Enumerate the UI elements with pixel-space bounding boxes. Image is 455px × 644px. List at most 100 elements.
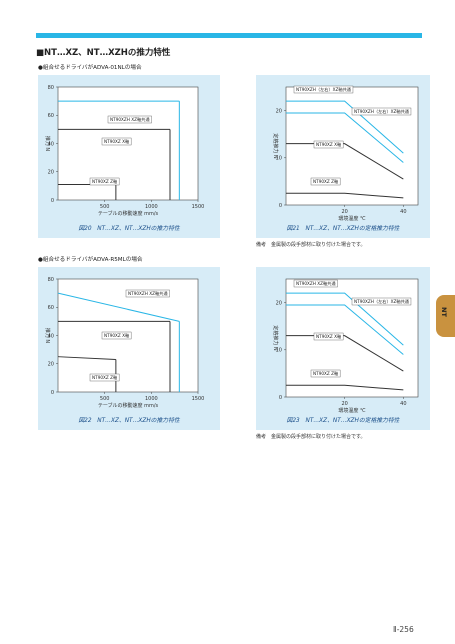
x-tick-label: 1000 xyxy=(145,204,158,210)
plot-area xyxy=(285,278,419,398)
chart-fig23: 0 10 20 20 40 環境温度 ℃ 定格推力 N NT90XZH XZ軸共通 NT90XZ… xyxy=(256,267,430,430)
series-label-box xyxy=(351,297,412,306)
series-line xyxy=(286,100,404,154)
series-label-text: NT90XZ X軸 xyxy=(104,332,129,339)
series-line xyxy=(57,356,116,361)
y-tick-label: 60 xyxy=(48,113,54,119)
chart-fig23-caption: 図23 NT…XZ、NT…XZHの定格推力特性 xyxy=(286,418,400,424)
y-tick-label: 20 xyxy=(276,108,282,114)
series-line xyxy=(286,335,404,372)
series-label: NT90XZH（左右）XZ軸共通 xyxy=(351,107,412,116)
y-tick-label: 60 xyxy=(48,305,54,311)
series-label: NT90XZH XZ軸共通 xyxy=(107,115,152,124)
series-label-box xyxy=(313,140,344,149)
series-label-box xyxy=(101,137,132,146)
series-label-box xyxy=(125,289,170,298)
x-tick-label: 1000 xyxy=(145,396,158,402)
series-label: NT90XZH（左右）XZ軸共通 xyxy=(351,297,412,306)
x-tick-label: 40 xyxy=(400,209,406,215)
section2-heading: ●組合せるドライバがADVA-R5MLの場合 xyxy=(38,257,143,263)
y-axis-label: 推力 N xyxy=(44,136,51,152)
y-axis-label: 推力 N xyxy=(44,328,51,344)
series-label-text: NT90XZ Z軸 xyxy=(313,370,338,377)
series-label: NT90XZ Z軸 xyxy=(89,373,120,382)
y-tick-label: 20 xyxy=(48,170,54,176)
series-label-box xyxy=(293,279,338,288)
x-tick-label: 20 xyxy=(341,209,347,215)
page-title: ■NT…XZ、NT…XZHの推力特性 xyxy=(36,48,171,58)
series-label: NT90XZH XZ軸共通 xyxy=(293,279,338,288)
section-tab xyxy=(436,295,455,337)
series-label: NT90XZ Z軸 xyxy=(310,177,341,186)
chart-fig20-caption: 図20 NT…XZ、NT…XZHの推力特性 xyxy=(78,226,180,232)
series-label-text: NT90XZH（左右）XZ軸共通 xyxy=(354,108,410,115)
series-line xyxy=(286,192,404,199)
series-label-text: NT90XZ X軸 xyxy=(316,333,341,340)
series-label-box xyxy=(310,369,341,378)
chart-fig21: 0 10 20 20 40 環境温度 ℃ 定格推力 N NT90XZH（左右）XZ軸共通 NT9… xyxy=(256,75,430,238)
series-label-text: NT90XZH（左右）XZ軸共通 xyxy=(354,298,410,305)
y-tick-label: 40 xyxy=(48,333,54,339)
chart-fig21-svg: 0 10 20 20 40 環境温度 ℃ 定格推力 N NT90XZH（左右）XZ軸共通 NT9… xyxy=(272,85,419,222)
series-label-text: NT90XZ X軸 xyxy=(316,141,341,148)
y-tick-label: 10 xyxy=(276,156,282,162)
series-line xyxy=(286,292,404,346)
chart-fig22-svg: 0 20 40 60 80 500 1000 1500 テーブルの移動速度 mm/s 推力 N NT… xyxy=(44,277,205,409)
chart-fig21-caption: 図21 NT…XZ、NT…XZHの定格推力特性 xyxy=(286,226,400,232)
page-number: Ⅱ-256 xyxy=(393,625,414,634)
chart-fig23-svg: 0 10 20 20 40 環境温度 ℃ 定格推力 N NT90XZH XZ軸共通 NT90XZ… xyxy=(272,278,419,414)
note-fig23: 備考 金属製の段手部材に取り付けた場合です。 xyxy=(256,434,366,440)
series-label-text: NT90XZ Z軸 xyxy=(92,178,117,185)
series-label: NT90XZ X軸 xyxy=(313,140,344,149)
series-label-text: NT90XZ Z軸 xyxy=(313,178,338,185)
series-label: NT90XZH（左右）XZ軸共通 xyxy=(293,85,354,94)
chart-fig22-caption: 図22 NT…XZ、NT…XZHの推力特性 xyxy=(78,418,180,424)
series-label-box xyxy=(293,85,354,94)
x-axis-label: テーブルの移動速度 mm/s xyxy=(98,402,159,409)
series-line xyxy=(286,143,404,180)
y-tick-label: 10 xyxy=(276,348,282,354)
series-line xyxy=(286,304,404,355)
y-tick-label: 0 xyxy=(279,203,282,209)
series-label-text: NT90XZH XZ軸共通 xyxy=(128,290,168,297)
series-label-box xyxy=(89,177,120,186)
top-accent-bar xyxy=(36,33,422,38)
note-fig21: 備考 金属製の段手部材に取り付けた場合です。 xyxy=(256,242,366,248)
series-label: NT90XZ X軸 xyxy=(101,331,132,340)
y-tick-label: 0 xyxy=(51,390,54,396)
series-label: NT90XZH XZ軸共通 xyxy=(125,289,170,298)
series-label-text: NT90XZH XZ軸共通 xyxy=(296,280,336,287)
x-tick-label: 500 xyxy=(100,204,110,210)
series-label-box xyxy=(351,107,412,116)
x-tick-label: 500 xyxy=(100,396,110,402)
series-label-box xyxy=(313,332,344,341)
series-label: NT90XZ Z軸 xyxy=(310,369,341,378)
series-line xyxy=(286,384,404,391)
series-label-text: NT90XZ Z軸 xyxy=(92,374,117,381)
chart-fig20: 0 20 40 60 80 500 1000 1500 テーブルの移動速度 mm/s 推力 N NT… xyxy=(38,75,220,238)
y-tick-label: 20 xyxy=(48,362,54,368)
series-label-text: NT90XZ X軸 xyxy=(104,138,129,145)
x-tick-label: 1500 xyxy=(192,396,205,402)
series-label-text: NT90XZH XZ軸共通 xyxy=(110,116,150,123)
y-tick-label: 0 xyxy=(51,198,54,204)
series-label-box xyxy=(101,331,132,340)
x-tick-label: 20 xyxy=(341,401,347,407)
x-tick-label: 40 xyxy=(400,401,406,407)
chart-fig20-svg: 0 20 40 60 80 500 1000 1500 テーブルの移動速度 mm/s 推力 N NT… xyxy=(44,85,205,217)
series-label-text: NT90XZH（左右）XZ軸共通 xyxy=(296,86,352,93)
x-axis-label: 環境温度 ℃ xyxy=(338,215,366,222)
x-tick-label: 1500 xyxy=(192,204,205,210)
series-label-box xyxy=(89,373,120,382)
series-label-box xyxy=(107,115,152,124)
series-label: NT90XZ X軸 xyxy=(313,332,344,341)
series-line xyxy=(57,292,180,322)
x-axis-label: テーブルの移動速度 mm/s xyxy=(98,210,159,217)
y-tick-label: 80 xyxy=(48,277,54,283)
series-line xyxy=(286,112,404,163)
section1-heading: ●組合せるドライバがADVA-01NLの場合 xyxy=(38,65,142,71)
series-label-box xyxy=(310,177,341,186)
y-tick-label: 80 xyxy=(48,85,54,91)
series-label: NT90XZ Z軸 xyxy=(89,177,120,186)
x-axis-label: 環境温度 ℃ xyxy=(338,407,366,414)
